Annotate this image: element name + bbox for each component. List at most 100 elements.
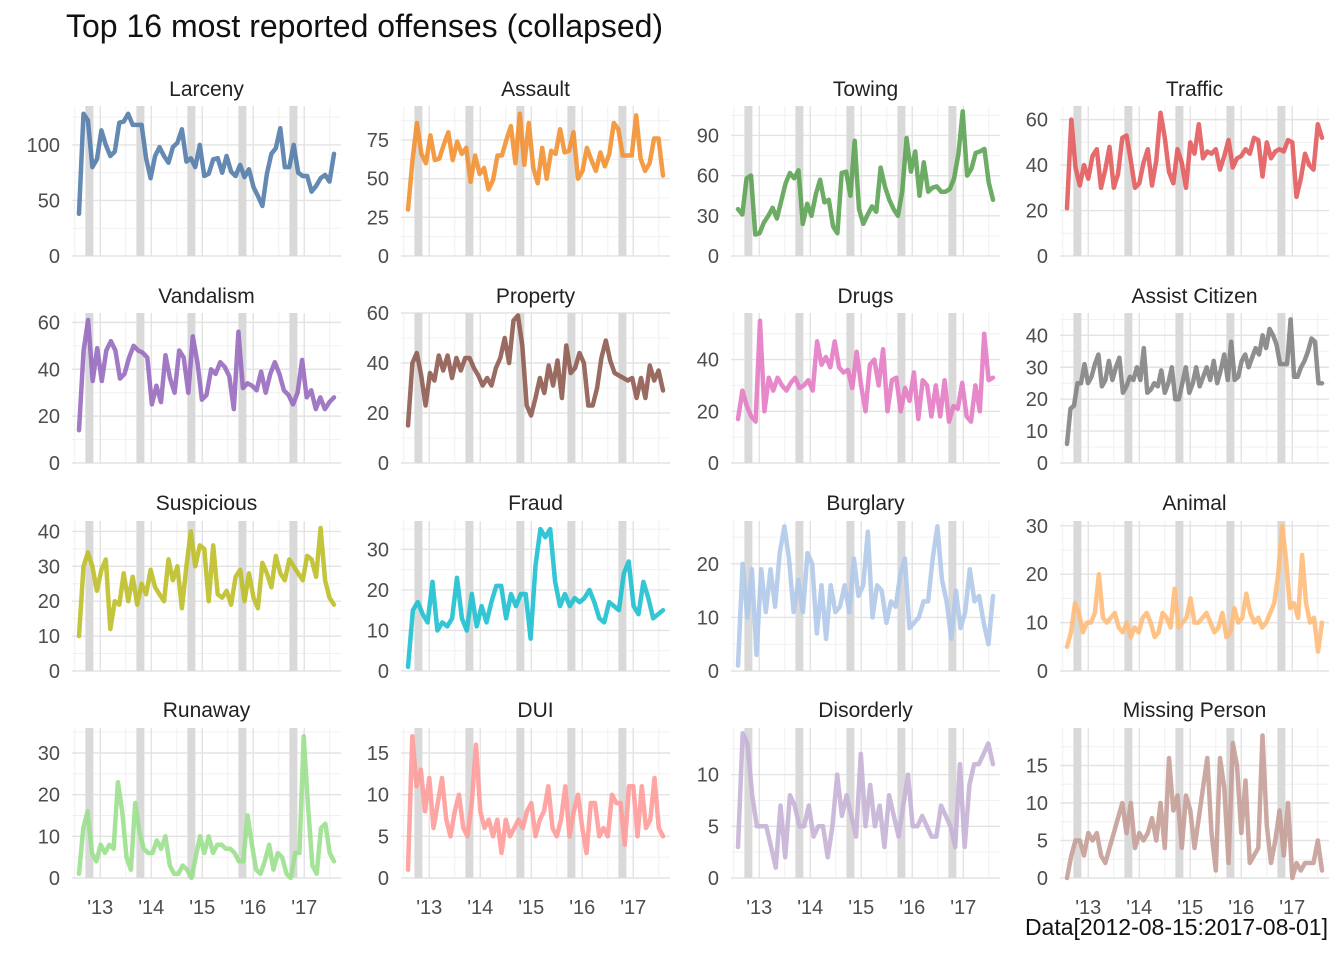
- shaded-band: [897, 521, 906, 671]
- y-tick-label: 30: [38, 556, 60, 578]
- y-tick-label: 0: [708, 661, 719, 683]
- series-line: [76, 734, 337, 881]
- x-tick-label: '14: [138, 897, 164, 919]
- facet-strip-label: Assault: [501, 78, 570, 101]
- panel-assault: 0 25 50 75 Assault: [367, 78, 670, 268]
- shaded-band: [567, 521, 576, 671]
- y-tick-label: 0: [49, 246, 60, 268]
- shaded-band: [897, 728, 906, 878]
- y-tick-label: 10: [38, 826, 60, 848]
- y-tick-label: 0: [49, 868, 60, 890]
- y-tick-label: 40: [367, 353, 389, 375]
- series-line: [405, 526, 666, 670]
- y-tick-label: 10: [1026, 421, 1048, 443]
- series-line: [735, 524, 996, 668]
- shaded-band: [567, 313, 576, 463]
- facet-strip-label: Animal: [1162, 492, 1226, 515]
- y-tick-label: 15: [367, 743, 389, 765]
- series-line: [1064, 523, 1325, 654]
- x-tick-label: '16: [569, 897, 595, 919]
- facet-strip-label: Missing Person: [1123, 699, 1267, 722]
- facet-strip-label: Drugs: [837, 285, 893, 308]
- x-tick-label: '14: [797, 897, 823, 919]
- shaded-band: [567, 106, 576, 256]
- shaded-band: [136, 313, 145, 463]
- shaded-band: [1124, 313, 1133, 463]
- x-tick-label: '13: [1075, 897, 1101, 919]
- y-tick-label: 15: [1026, 756, 1048, 778]
- y-tick-label: 40: [1026, 325, 1048, 347]
- chart-caption: Data[2012-08-15:2017-08-01]: [1024, 914, 1328, 940]
- facet-strip-label: Burglary: [826, 492, 905, 515]
- x-tick-label: '13: [416, 897, 442, 919]
- panel-missing-person: 0 5 10 15 Missing Person '13 '14 '15 '16 '17: [1026, 699, 1329, 919]
- y-tick-label: 90: [697, 125, 719, 147]
- y-tick-label: 20: [38, 785, 60, 807]
- panel-disorderly: 0 5 10 Disorderly '13 '14 '15 '16 '17: [697, 699, 1000, 919]
- panel-vandalism: 0 20 40 60 Vandalism: [38, 285, 341, 475]
- shaded-band: [414, 106, 423, 256]
- y-tick-label: 20: [1026, 389, 1048, 411]
- shaded-band: [516, 728, 525, 878]
- series-line: [405, 734, 666, 872]
- shaded-band: [289, 313, 298, 463]
- shaded-band: [187, 521, 196, 671]
- shaded-band: [948, 728, 957, 878]
- x-tick-label: '17: [1279, 897, 1305, 919]
- panel-fraud: 0 10 20 30 Fraud: [367, 492, 670, 683]
- y-tick-label: 0: [708, 246, 719, 268]
- panel-property: 0 20 40 60 Property: [367, 285, 670, 475]
- shaded-band: [1073, 728, 1082, 878]
- shaded-band: [1226, 521, 1235, 671]
- y-tick-label: 30: [1026, 516, 1048, 538]
- y-tick-label: 30: [1026, 357, 1048, 379]
- y-tick-label: 0: [49, 453, 60, 475]
- y-tick-label: 10: [1026, 793, 1048, 815]
- panel-dui: 0 5 10 15 DUI '13 '14 '15 '16 '17: [367, 699, 670, 919]
- panel-suspicious: 0 10 20 30 40 Suspicious: [38, 492, 341, 683]
- facet-strip-label: Fraud: [508, 492, 563, 515]
- x-tick-label: '15: [1177, 897, 1203, 919]
- x-tick-label: '15: [518, 897, 544, 919]
- y-tick-label: 10: [367, 785, 389, 807]
- y-tick-label: 0: [1037, 453, 1048, 475]
- x-tick-label: '14: [1126, 897, 1152, 919]
- y-tick-label: 20: [38, 406, 60, 428]
- y-tick-label: 40: [697, 350, 719, 372]
- y-tick-label: 60: [1026, 110, 1048, 132]
- panel-runaway: 0 10 20 30 Runaway '13 '14 '15 '16 '17: [38, 699, 341, 919]
- y-tick-label: 0: [378, 453, 389, 475]
- shaded-band: [465, 728, 474, 878]
- y-tick-label: 40: [1026, 155, 1048, 177]
- x-tick-label: '15: [189, 897, 215, 919]
- shaded-band: [85, 313, 94, 463]
- series-line: [405, 313, 666, 428]
- shaded-band: [1124, 521, 1133, 671]
- y-tick-label: 20: [697, 554, 719, 576]
- facet-strip-label: Traffic: [1166, 78, 1223, 101]
- y-tick-label: 10: [697, 607, 719, 629]
- facet-strip-label: Assist Citizen: [1131, 285, 1257, 308]
- x-tick-label: '13: [87, 897, 113, 919]
- y-tick-label: 50: [367, 169, 389, 191]
- y-tick-label: 10: [1026, 613, 1048, 635]
- shaded-band: [289, 521, 298, 671]
- y-tick-label: 0: [49, 661, 60, 683]
- shaded-band: [795, 728, 804, 878]
- y-tick-label: 60: [38, 312, 60, 334]
- shaded-band: [414, 313, 423, 463]
- panel-burglary: 0 10 20 Burglary: [697, 492, 1000, 683]
- x-tick-label: '16: [1228, 897, 1254, 919]
- x-tick-label: '15: [848, 897, 874, 919]
- y-tick-label: 40: [38, 359, 60, 381]
- y-tick-label: 20: [367, 580, 389, 602]
- y-tick-label: 30: [697, 206, 719, 228]
- shaded-band: [85, 521, 94, 671]
- y-tick-label: 20: [697, 401, 719, 423]
- shaded-band: [1277, 728, 1286, 878]
- facet-strip-label: Suspicious: [156, 492, 258, 515]
- shaded-band: [516, 106, 525, 256]
- y-tick-label: 0: [378, 868, 389, 890]
- y-tick-label: 10: [367, 620, 389, 642]
